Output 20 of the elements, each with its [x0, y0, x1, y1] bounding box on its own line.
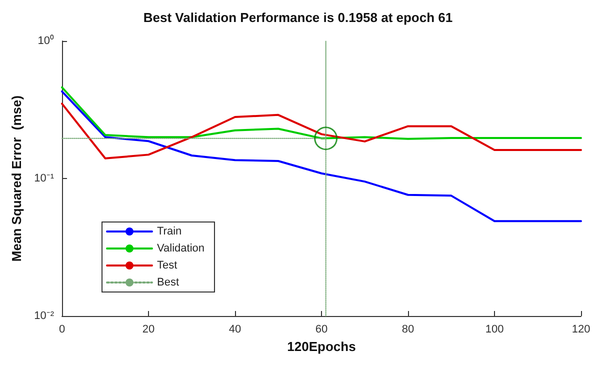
chart-title: Best Validation Performance is 0.1958 at epoch 61	[143, 10, 453, 25]
x-axis-title: 120Epochs	[287, 338, 356, 354]
x-tick-label: 60	[315, 324, 328, 336]
legend-label: Test	[157, 260, 178, 272]
line-series	[61, 102, 582, 160]
y-tick-label: 10⁰	[38, 34, 54, 47]
line-series	[61, 86, 582, 140]
x-tick-label: 20	[142, 324, 155, 336]
x-tick-label: 80	[402, 324, 414, 336]
legend-label: Train	[157, 226, 182, 238]
line-series	[61, 90, 582, 222]
x-tick-label: 40	[228, 324, 242, 336]
x-tick-label: 100	[485, 324, 504, 336]
legend-label: Validation	[157, 242, 204, 254]
y-tick-label: 10⁻¹	[34, 172, 54, 184]
y-axis-title: Mean Squared Error (mse)	[9, 95, 24, 262]
y-tick-label: 10⁻²	[34, 310, 54, 322]
x-tick-label: 0	[58, 324, 66, 336]
legend-label: Best	[157, 276, 180, 288]
x-tick-label: 120	[572, 324, 590, 336]
